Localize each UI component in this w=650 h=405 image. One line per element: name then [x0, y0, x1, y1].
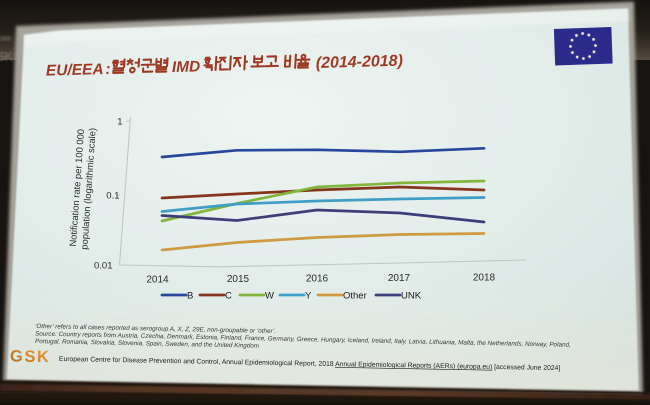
- svg-text:Y: Y: [305, 291, 312, 302]
- svg-text:UNK: UNK: [401, 291, 422, 302]
- svg-text:C: C: [225, 291, 232, 302]
- svg-text:2018: 2018: [473, 273, 496, 284]
- svg-text:2014: 2014: [146, 274, 169, 285]
- svg-text::: :: [105, 61, 111, 78]
- svg-text:IMD: IMD: [172, 58, 201, 76]
- svg-text:Portugal, Romania, Slovakia, S: Portugal, Romania, Slovakia, Slovenia, S…: [35, 338, 259, 350]
- svg-text:Other: Other: [343, 291, 367, 302]
- svg-text:1: 1: [117, 117, 122, 128]
- svg-text:EU/EEA: EU/EEA: [46, 61, 104, 80]
- svg-text:2017: 2017: [388, 273, 411, 284]
- svg-text:GSK: GSK: [10, 347, 51, 366]
- svg-text:0.1: 0.1: [106, 190, 119, 201]
- svg-text:B: B: [187, 291, 193, 302]
- svg-text:GSK: GSK: [0, 52, 14, 64]
- svg-text:2016: 2016: [306, 274, 329, 285]
- svg-text:W: W: [265, 291, 274, 302]
- svg-text:2015: 2015: [227, 274, 250, 285]
- svg-text:(2014-2018): (2014-2018): [316, 53, 404, 72]
- svg-text:0.01: 0.01: [94, 261, 113, 272]
